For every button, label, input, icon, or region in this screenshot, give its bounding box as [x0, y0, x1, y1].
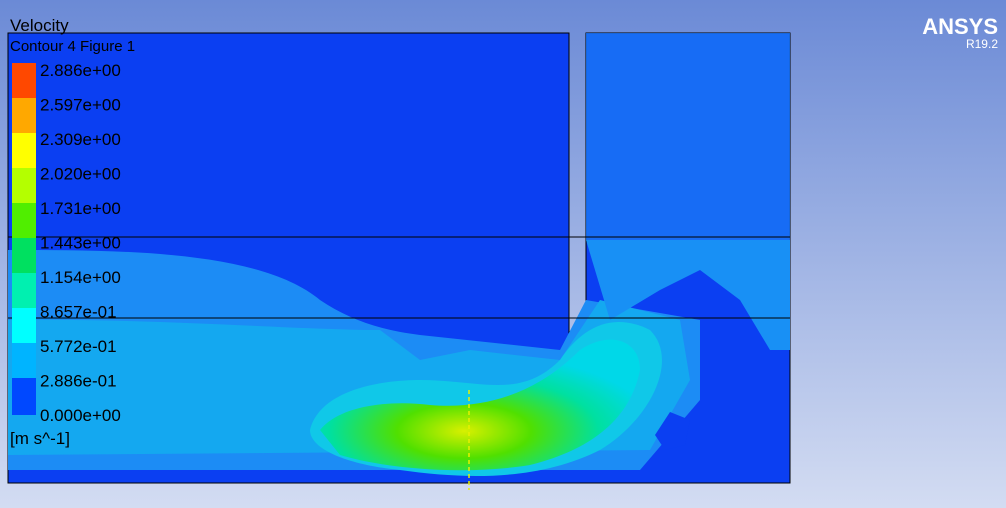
legend-label: 2.020e+00 [40, 165, 121, 184]
legend-label: 1.154e+00 [40, 268, 121, 287]
subtitle: Contour 4 Figure 1 [10, 38, 135, 55]
brand: ANSYS [922, 14, 998, 39]
unit: [m s^-1] [10, 429, 70, 448]
legend-label: 1.731e+00 [40, 199, 121, 218]
version: R19.2 [966, 37, 998, 51]
viewport: Velocity Contour 4 Figure 1 [m s^-1] ANS… [0, 0, 1006, 508]
legend-label: 1.443e+00 [40, 234, 121, 253]
flow-domain [8, 33, 790, 490]
legend-label: 2.597e+00 [40, 96, 121, 115]
legend-label: 2.886e+00 [40, 61, 121, 80]
page: {"title": "Velocity", "subtitle": "Conto… [0, 0, 1006, 508]
legend-label: 0.000e+00 [40, 406, 121, 425]
legend-label: 5.772e-01 [40, 337, 117, 356]
title: Velocity [10, 16, 69, 35]
legend-label: 8.657e-01 [40, 303, 117, 322]
color-legend [12, 63, 36, 415]
legend-label: 2.886e-01 [40, 372, 117, 391]
legend-label: 2.309e+00 [40, 130, 121, 149]
